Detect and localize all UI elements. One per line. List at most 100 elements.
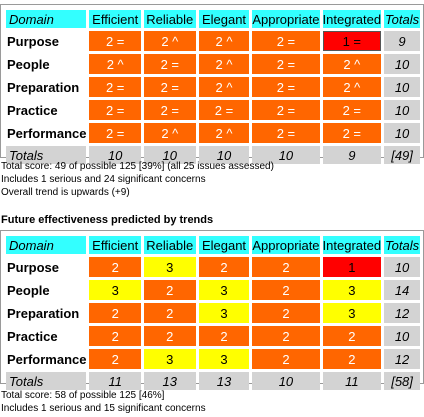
future-effectiveness-panel: Domain Efficient Reliable Elegant Approp… [0,230,424,390]
column-total: 10 [143,146,196,164]
grand-total: [49] [384,146,420,164]
score-cell: 2 ^ [322,54,382,74]
header-elegant: Elegant [198,10,250,28]
score-cell: 2 [198,326,250,346]
header-totals: Totals [384,10,420,28]
row-label: Preparation [6,303,87,323]
row-label: Practice [6,326,87,346]
future-effectiveness-table: Domain Efficient Reliable Elegant Approp… [3,233,423,393]
score-cell: 2 [322,326,382,346]
column-total: 10 [89,146,141,164]
grand-total: [58] [384,372,420,390]
header-reliable: Reliable [143,236,196,254]
header-domain: Domain [6,10,87,28]
score-cell: 2 [252,303,320,323]
header-appropriate: Appropriate [252,10,320,28]
table-row: People 2 ^ 2 = 2 ^ 2 = 2 ^ 10 [6,54,420,74]
score-cell: 2 [252,349,320,369]
table-row: Performance 2 = 2 ^ 2 ^ 2 = 2 = 10 [6,123,420,143]
score-cell: 1 [322,257,382,277]
row-total: 10 [384,77,420,97]
header-row: Domain Efficient Reliable Elegant Approp… [6,236,420,254]
score-cell: 2 ^ [322,77,382,97]
score-cell: 2 ^ [198,54,250,74]
table-row: People 3 2 3 2 3 14 [6,280,420,300]
summary-score-line: Total score: 58 of possible 125 [46%] [1,390,165,401]
score-cell: 2 [89,326,141,346]
table-row: Preparation 2 = 2 = 2 ^ 2 = 2 ^ 10 [6,77,420,97]
score-cell: 2 [322,349,382,369]
row-label: People [6,280,87,300]
score-cell: 2 [89,303,141,323]
header-reliable: Reliable [143,10,196,28]
row-total: 9 [384,31,420,51]
column-total: 9 [322,146,382,164]
score-cell: 2 [252,257,320,277]
header-elegant: Elegant [198,236,250,254]
score-cell: 2 ^ [198,123,250,143]
totals-label: Totals [6,372,87,390]
row-label: Performance [6,123,87,143]
score-cell: 2 [89,349,141,369]
score-cell: 3 [322,280,382,300]
header-efficient: Efficient [89,236,141,254]
current-effectiveness-table: Domain Efficient Reliable Elegant Approp… [3,7,423,167]
column-total: 13 [143,372,196,390]
score-cell: 2 ^ [89,54,141,74]
score-cell: 2 = [252,123,320,143]
score-cell: 2 = [252,31,320,51]
score-cell: 2 = [252,77,320,97]
score-cell: 2 = [252,54,320,74]
score-cell: 2 ^ [143,123,196,143]
header-totals: Totals [384,236,420,254]
row-label: Practice [6,100,87,120]
table-row: Purpose 2 = 2 ^ 2 ^ 2 = 1 = 9 [6,31,420,51]
header-integrated: Integrated [322,236,382,254]
table-row: Practice 2 2 2 2 2 10 [6,326,420,346]
score-cell: 3 [143,257,196,277]
row-total: 10 [384,123,420,143]
score-cell: 2 = [143,54,196,74]
row-label: People [6,54,87,74]
score-cell: 2 = [322,100,382,120]
score-cell: 2 = [89,77,141,97]
row-label: Purpose [6,31,87,51]
column-total: 10 [252,372,320,390]
header-domain: Domain [6,236,87,254]
score-cell: 2 = [252,100,320,120]
row-total: 12 [384,349,420,369]
column-total: 11 [89,372,141,390]
score-cell: 2 [89,257,141,277]
column-total: 13 [198,372,250,390]
row-total: 14 [384,280,420,300]
score-cell: 2 = [89,123,141,143]
row-label: Purpose [6,257,87,277]
table-row: Preparation 2 2 3 2 3 12 [6,303,420,323]
summary-score-line: Total score: 49 of possible 125 [39%] (a… [1,161,274,172]
header-integrated: Integrated [322,10,382,28]
score-cell: 1 = [322,31,382,51]
row-total: 10 [384,326,420,346]
row-label: Preparation [6,77,87,97]
header-efficient: Efficient [89,10,141,28]
score-cell: 2 = [89,100,141,120]
score-cell: 2 = [322,123,382,143]
row-total: 10 [384,100,420,120]
totals-row: Totals 10 10 10 10 9 [49] [6,146,420,164]
score-cell: 2 [252,280,320,300]
score-cell: 2 [198,257,250,277]
score-cell: 3 [322,303,382,323]
future-section-heading: Future effectiveness predicted by trends [1,214,214,226]
score-cell: 2 [143,303,196,323]
score-cell: 2 ^ [143,31,196,51]
row-label: Performance [6,349,87,369]
header-appropriate: Appropriate [252,236,320,254]
score-cell: 2 = [89,31,141,51]
totals-label: Totals [6,146,87,164]
header-row: Domain Efficient Reliable Elegant Approp… [6,10,420,28]
column-total: 10 [198,146,250,164]
current-summary: Total score: 49 of possible 125 [39%] (a… [1,160,274,199]
totals-row: Totals 11 13 13 10 11 [58] [6,372,420,390]
score-cell: 2 = [143,100,196,120]
score-cell: 2 [252,326,320,346]
